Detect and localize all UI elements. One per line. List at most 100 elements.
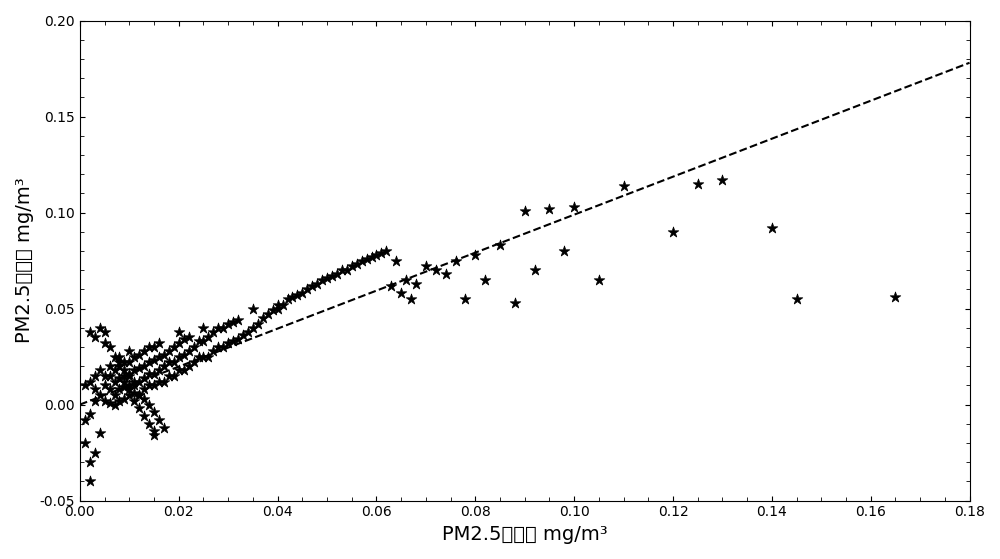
Point	[517, 206, 533, 215]
Point	[121, 391, 137, 400]
Point	[616, 181, 632, 190]
Point	[789, 295, 805, 304]
Point	[82, 458, 98, 467]
Point	[665, 228, 681, 236]
Point	[448, 256, 464, 265]
Point	[245, 304, 261, 313]
Point	[171, 352, 187, 361]
Point	[714, 176, 730, 184]
Point	[121, 371, 137, 380]
Point	[57, 429, 73, 438]
Point	[255, 314, 271, 323]
Point	[329, 269, 345, 278]
Point	[270, 300, 286, 309]
Point	[171, 339, 187, 348]
Point	[186, 343, 202, 352]
Point	[102, 343, 118, 352]
Point	[107, 391, 123, 400]
Point	[92, 366, 108, 375]
Point	[368, 250, 384, 259]
Point	[146, 408, 162, 416]
Point	[146, 369, 162, 378]
Point	[87, 396, 103, 405]
Point	[403, 295, 419, 304]
Point	[77, 415, 93, 424]
Point	[151, 339, 167, 348]
Point	[349, 260, 365, 269]
Point	[230, 316, 246, 325]
Point	[151, 352, 167, 361]
Point	[126, 366, 142, 375]
Point	[107, 366, 123, 375]
Point	[309, 279, 325, 288]
Point	[191, 352, 207, 361]
Point	[111, 396, 127, 405]
Point	[102, 371, 118, 380]
Point	[176, 350, 192, 359]
Point	[304, 281, 320, 290]
Point	[205, 327, 221, 336]
Point	[82, 377, 98, 386]
Point	[457, 295, 473, 304]
Point	[136, 347, 152, 356]
Point	[131, 391, 147, 400]
Point	[284, 292, 300, 301]
Point	[764, 224, 780, 233]
Point	[141, 358, 157, 367]
Point	[235, 331, 251, 340]
Point	[156, 350, 172, 359]
Point	[195, 337, 211, 345]
Point	[314, 275, 330, 284]
Point	[398, 275, 414, 284]
Point	[176, 335, 192, 344]
Point	[393, 288, 409, 297]
Point	[131, 404, 147, 413]
Point	[111, 362, 127, 371]
Point	[690, 179, 706, 188]
Point	[240, 327, 256, 336]
Point	[87, 371, 103, 380]
Point	[210, 323, 226, 332]
Point	[136, 385, 152, 394]
Point	[161, 358, 177, 367]
Point	[97, 327, 113, 336]
Point	[428, 266, 444, 274]
Point	[161, 347, 177, 356]
Point	[388, 256, 404, 265]
Point	[126, 377, 142, 386]
Point	[116, 366, 132, 375]
Point	[131, 391, 147, 400]
Point	[92, 323, 108, 332]
Point	[541, 204, 557, 213]
Point	[378, 247, 394, 255]
Point	[383, 281, 399, 290]
Point	[215, 343, 231, 352]
Point	[87, 333, 103, 342]
Point	[195, 323, 211, 332]
Point	[205, 347, 221, 356]
Point	[116, 383, 132, 392]
Point	[477, 275, 493, 284]
Point	[151, 377, 167, 386]
Point	[97, 396, 113, 405]
Point	[141, 400, 157, 409]
Point	[77, 438, 93, 447]
Point	[111, 385, 127, 394]
Point	[200, 333, 216, 342]
Point	[438, 269, 454, 278]
Point	[121, 369, 137, 378]
Point	[359, 254, 375, 263]
Point	[324, 272, 340, 281]
Point	[265, 306, 281, 315]
Point	[270, 304, 286, 313]
Point	[507, 299, 523, 307]
Point	[136, 373, 152, 382]
Point	[200, 352, 216, 361]
Point	[887, 292, 903, 301]
Point	[181, 333, 197, 342]
Point	[556, 247, 572, 255]
Point	[373, 248, 389, 257]
Point	[260, 310, 276, 319]
Point	[146, 381, 162, 390]
Point	[126, 389, 142, 397]
